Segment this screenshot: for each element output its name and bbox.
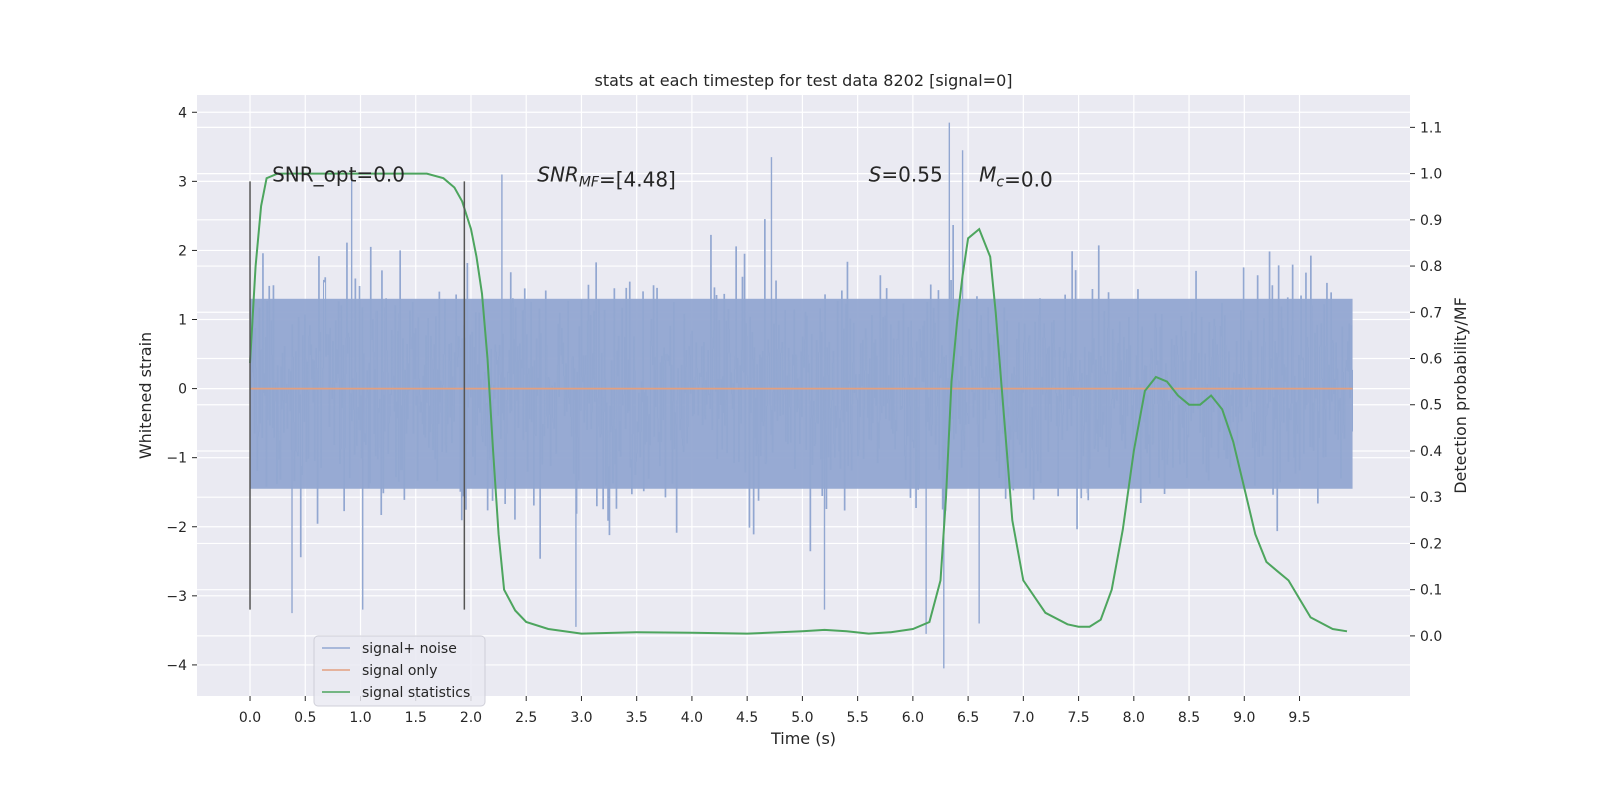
axis-ticks: 0.0 0.5 1.0 1.5 2.0 2.5 3.0 3.5 4.0 4.5 5.0 5.5 6.0 6… xyxy=(166,105,1442,726)
x-tick-label: 9.0 xyxy=(1233,710,1255,726)
x-tick-label: 2.0 xyxy=(460,710,482,726)
y2-tick-label: 1.1 xyxy=(1420,120,1442,136)
legend-label-signal-statistics: signal statistics xyxy=(362,685,470,701)
x-tick-label: 0.5 xyxy=(294,710,316,726)
y2-tick-label: 0.6 xyxy=(1420,352,1442,368)
annotations: SNR_opt=0.0 SNRMF=[4.48] S=0.55 Mc=0.0 xyxy=(272,162,1053,191)
line-series xyxy=(249,172,1353,635)
y-tick-label: 1 xyxy=(178,313,187,329)
x-tick-label: 4.5 xyxy=(736,710,758,726)
annotation-part: MF xyxy=(579,174,600,190)
annotation-part: SNR_opt=0.0 xyxy=(272,162,405,186)
y-axis-label: Whitened strain xyxy=(136,332,155,459)
y-tick-label: −4 xyxy=(166,658,187,674)
y-tick-label: 2 xyxy=(178,243,187,259)
legend-label-signal-noise: signal+ noise xyxy=(362,641,457,657)
chart-title: stats at each timestep for test data 820… xyxy=(594,71,1012,90)
annotation-snr-mf: SNRMF=[4.48] xyxy=(537,162,676,191)
y-tick-label: 0 xyxy=(178,382,187,398)
x-tick-label: 8.5 xyxy=(1178,710,1200,726)
y2-tick-label: 0.2 xyxy=(1420,536,1442,552)
annotation-part: M xyxy=(979,162,996,186)
y-tick-label: 4 xyxy=(178,105,187,121)
x-tick-label: 8.0 xyxy=(1123,710,1145,726)
annotation-mc: Mc=0.0 xyxy=(979,162,1053,191)
y2-tick-label: 0.5 xyxy=(1420,398,1442,414)
x-tick-label: 6.5 xyxy=(957,710,979,726)
annotation-part: =[4.48] xyxy=(599,167,676,191)
y2-axis-label: Detection probability/MF xyxy=(1451,297,1470,494)
annotation-part: SNR xyxy=(537,162,579,186)
x-tick-label: 6.0 xyxy=(902,710,924,726)
y2-tick-label: 0.7 xyxy=(1420,305,1442,321)
x-tick-label: 9.5 xyxy=(1288,710,1310,726)
y2-tick-label: 0.1 xyxy=(1420,583,1442,599)
y2-tick-label: 0.0 xyxy=(1420,629,1442,645)
y2-tick-label: 1.0 xyxy=(1420,167,1442,183)
noise-series xyxy=(249,122,1353,669)
y-tick-label: −1 xyxy=(166,451,187,467)
y-tick-label: −2 xyxy=(166,520,187,536)
x-tick-label: 1.0 xyxy=(349,710,371,726)
x-tick-label: 4.0 xyxy=(681,710,703,726)
annotation-part: c xyxy=(996,174,1004,190)
legend: signal+ noise signal only signal statist… xyxy=(313,635,486,707)
y2-tick-label: 0.9 xyxy=(1420,213,1442,229)
x-axis-label: Time (s) xyxy=(770,729,836,748)
y2-tick-label: 0.4 xyxy=(1420,444,1442,460)
legend-label-signal-only: signal only xyxy=(362,663,437,679)
marker-lines xyxy=(249,181,466,610)
annotation-snr-opt: SNR_opt=0.0 xyxy=(272,162,405,186)
x-tick-label: 0.0 xyxy=(239,710,261,726)
annotation-s: S=0.55 xyxy=(869,162,943,186)
y-tick-label: −3 xyxy=(166,589,187,605)
signal-statistics-line xyxy=(249,172,1348,635)
x-tick-label: 3.5 xyxy=(626,710,648,726)
x-tick-label: 3.0 xyxy=(570,710,592,726)
x-tick-label: 1.5 xyxy=(405,710,427,726)
annotation-part: S xyxy=(869,162,882,186)
y-tick-label: 3 xyxy=(178,174,187,190)
legend-box xyxy=(313,635,486,707)
annotation-part: =0.0 xyxy=(1004,167,1053,191)
annotation-part: =0.55 xyxy=(881,162,942,186)
x-tick-label: 7.5 xyxy=(1067,710,1089,726)
y2-tick-label: 0.8 xyxy=(1420,259,1442,275)
x-tick-label: 2.5 xyxy=(515,710,537,726)
y2-tick-label: 0.3 xyxy=(1420,490,1442,506)
x-tick-label: 5.5 xyxy=(846,710,868,726)
x-tick-label: 5.0 xyxy=(791,710,813,726)
x-tick-label: 7.0 xyxy=(1012,710,1034,726)
